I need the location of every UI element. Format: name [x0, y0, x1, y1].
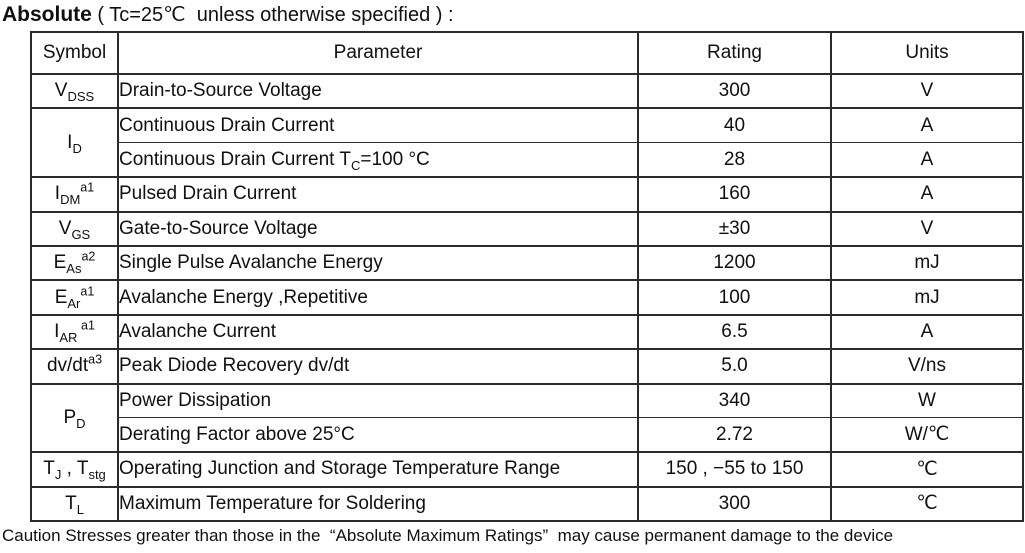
- table-row-idm: IDMa1 Pulsed Drain Current 160 A: [30, 176, 1024, 213]
- symbol-cell-id-merged: ID: [30, 107, 119, 178]
- units-cell: mJ: [830, 279, 1024, 316]
- parameter-cell: Avalanche Current: [117, 313, 639, 351]
- column-header-units: Units: [830, 31, 1024, 75]
- symbol-cell: EAsa2: [30, 244, 119, 282]
- parameter-cell: Avalanche Energy ,Repetitive: [117, 279, 639, 316]
- parameter-cell: Power Dissipation: [117, 382, 639, 419]
- parameter-cell: Continuous Drain Current: [117, 107, 639, 144]
- rating-cell: 160: [637, 176, 832, 213]
- table-row-tl: TL Maximum Temperature for Soldering 300…: [30, 485, 1024, 523]
- units-cell: mJ: [830, 244, 1024, 282]
- rating-cell: 5.0: [637, 348, 832, 385]
- rating-cell: 1200: [637, 244, 832, 282]
- table-header-row: Symbol Parameter Rating Units: [30, 31, 1024, 75]
- parameter-cell: Operating Junction and Storage Temperatu…: [117, 451, 639, 488]
- symbol-cell: TL: [30, 485, 119, 523]
- title-condition-text: ( Tc=25℃ unless otherwise specified ) :: [91, 4, 454, 26]
- units-cell: V: [830, 210, 1024, 247]
- table-row-pd-1: PD Power Dissipation 340 W: [30, 382, 1024, 453]
- column-header-rating: Rating: [637, 31, 832, 75]
- table-row-dvdt: dv/dta3 Peak Diode Recovery dv/dt 5.0 V/…: [30, 348, 1024, 385]
- rating-cell: 300: [637, 72, 832, 110]
- units-cell: A: [830, 176, 1024, 213]
- page-title: Absolute ( Tc=25℃ unless otherwise speci…: [0, 0, 1025, 31]
- parameter-cell: Maximum Temperature for Soldering: [117, 485, 639, 523]
- units-cell: A: [830, 142, 1024, 179]
- caution-note: Caution Stresses greater than those in t…: [2, 526, 894, 546]
- table-row-id-2: Continuous Drain Current TC=100 °C 28 A: [31, 142, 1024, 179]
- table-row-tj-tstg: TJ , Tstg Operating Junction and Storage…: [30, 451, 1024, 488]
- units-cell: V/ns: [830, 348, 1024, 385]
- table-row-iar: IAR a1 Avalanche Current 6.5 A: [30, 313, 1024, 351]
- symbol-cell: dv/dta3: [30, 348, 119, 385]
- parameter-cell: Gate-to-Source Voltage: [117, 210, 639, 247]
- column-header-symbol: Symbol: [30, 31, 119, 75]
- units-cell: ℃: [830, 485, 1024, 523]
- symbol-cell: VDSS: [30, 72, 119, 110]
- table-row-pd-2: Derating Factor above 25°C 2.72 W/℃: [31, 417, 1024, 454]
- units-cell: A: [830, 107, 1024, 144]
- rating-cell: 28: [637, 142, 832, 179]
- symbol-cell: TJ , Tstg: [30, 451, 119, 488]
- column-header-parameter: Parameter: [117, 31, 639, 75]
- parameter-cell: Peak Diode Recovery dv/dt: [117, 348, 639, 385]
- rating-cell: ±30: [637, 210, 832, 247]
- units-cell: ℃: [830, 451, 1024, 488]
- symbol-cell: VGS: [30, 210, 119, 247]
- rating-cell: 40: [637, 107, 832, 144]
- units-cell: V: [830, 72, 1024, 110]
- units-cell: W/℃: [830, 417, 1024, 454]
- table-row-id-1: ID Continuous Drain Current 40 A: [30, 107, 1024, 178]
- title-bold-text: Absolute: [2, 3, 92, 26]
- parameter-cell: Drain-to-Source Voltage: [117, 72, 639, 110]
- absolute-maximum-ratings-table: Symbol Parameter Rating Units VDSS Drain…: [30, 31, 1024, 523]
- units-cell: A: [830, 313, 1024, 351]
- table-row-vgs: VGS Gate-to-Source Voltage ±30 V: [30, 210, 1024, 247]
- rating-cell: 2.72: [637, 417, 832, 454]
- rating-cell: 300: [637, 485, 832, 523]
- table-row-eas: EAsa2 Single Pulse Avalanche Energy 1200…: [30, 244, 1024, 282]
- rating-cell: 150 , −55 to 150: [637, 451, 832, 488]
- parameter-cell: Continuous Drain Current TC=100 °C: [117, 142, 639, 179]
- symbol-cell: IDMa1: [30, 176, 119, 213]
- rating-cell: 100: [637, 279, 832, 316]
- parameter-cell: Pulsed Drain Current: [117, 176, 639, 213]
- rating-cell: 340: [637, 382, 832, 419]
- symbol-cell: EAra1: [30, 279, 119, 316]
- parameter-cell: Derating Factor above 25°C: [117, 417, 639, 454]
- table-row-ear: EAra1 Avalanche Energy ,Repetitive 100 m…: [30, 279, 1024, 316]
- table-row-vdss: VDSS Drain-to-Source Voltage 300 V: [30, 72, 1024, 110]
- parameter-cell: Single Pulse Avalanche Energy: [117, 244, 639, 282]
- units-cell: W: [830, 382, 1024, 419]
- symbol-cell: IAR a1: [30, 313, 119, 351]
- rating-cell: 6.5: [637, 313, 832, 351]
- symbol-cell-pd-merged: PD: [30, 382, 119, 453]
